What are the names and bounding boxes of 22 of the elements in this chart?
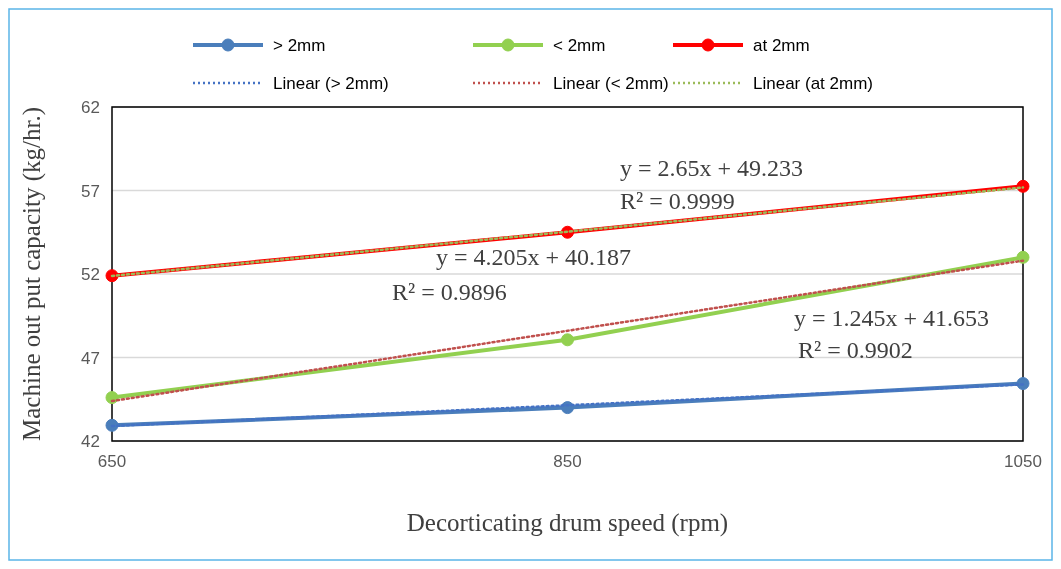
annotation: R² = 0.9999 (620, 188, 735, 214)
y-tick-label: 62 (81, 98, 100, 117)
y-tick-label: 42 (81, 432, 100, 451)
legend-label: Linear (> 2mm) (273, 74, 389, 93)
legend-label: at 2mm (753, 36, 810, 55)
legend-label: < 2mm (553, 36, 606, 55)
legend-label: > 2mm (273, 36, 326, 55)
y-axis-title: Machine out put capacity (kg/hr.) (18, 107, 46, 441)
annotation: y = 2.65x + 49.233 (620, 155, 804, 181)
x-tick-label: 850 (553, 452, 582, 471)
annotation: y = 1.245x + 41.653 (794, 305, 990, 331)
y-tick-label: 52 (81, 265, 100, 284)
annotation: R² = 0.9896 (392, 279, 507, 305)
x-tick-label: 1050 (1004, 452, 1042, 471)
annotation: R² = 0.9902 (798, 337, 913, 363)
x-tick-label: 650 (97, 452, 127, 471)
x-axis-title: Decorticating drum speed (rpm) (406, 509, 729, 537)
y-tick-label: 57 (81, 181, 100, 201)
legend-label: Linear (at 2mm) (753, 74, 873, 93)
annotation: y = 4.205x + 40.187 (436, 244, 632, 270)
y-tick-label: 47 (81, 348, 100, 368)
legend-label: Linear (< 2mm) (553, 74, 669, 93)
